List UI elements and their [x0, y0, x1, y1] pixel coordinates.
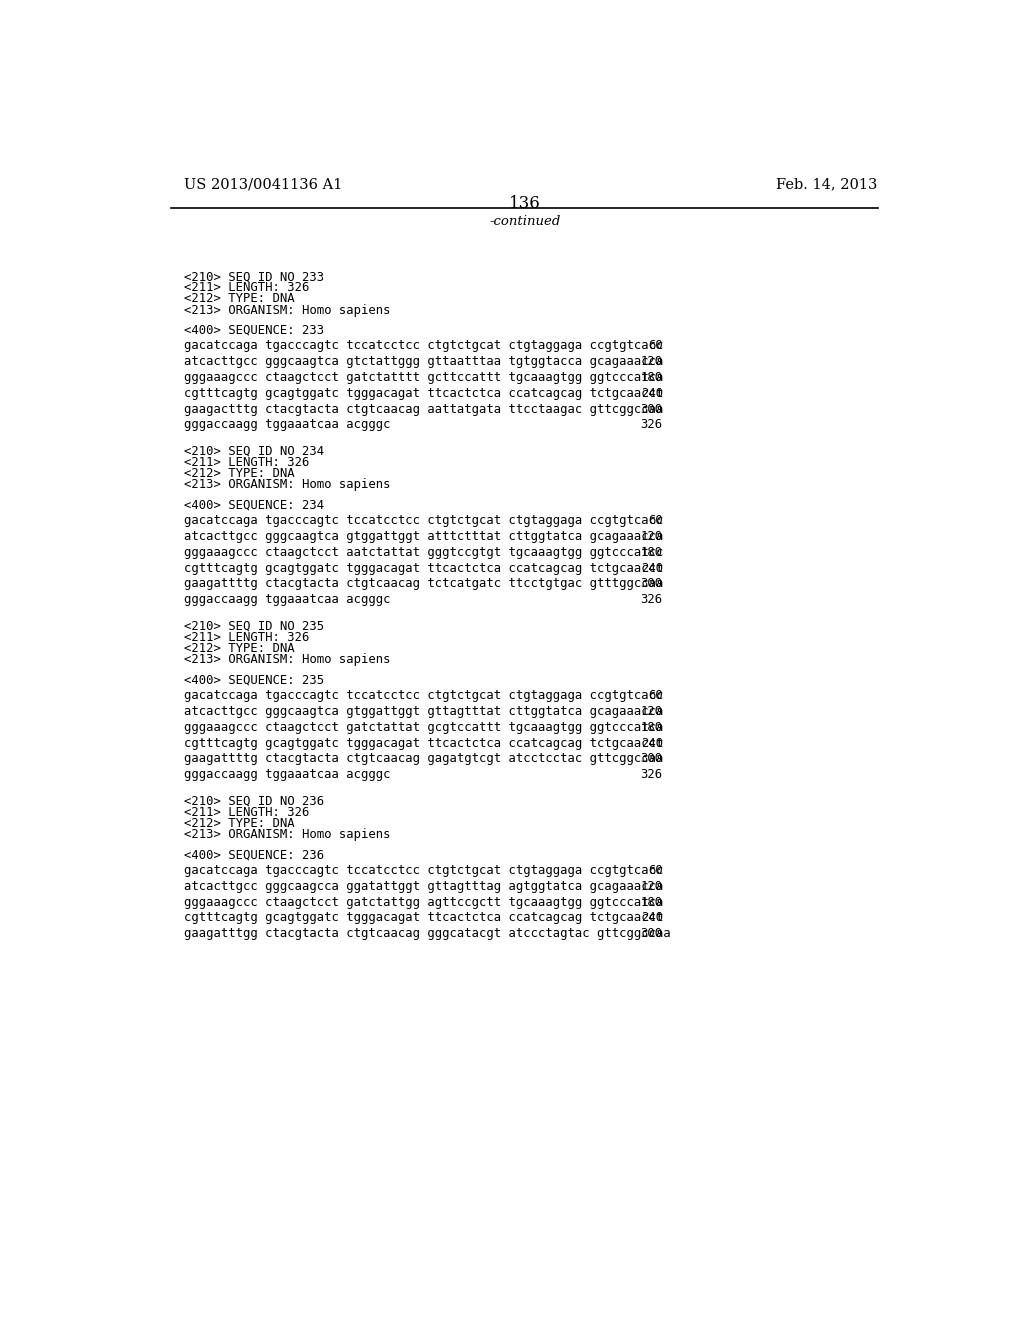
Text: <213> ORGANISM: Homo sapiens: <213> ORGANISM: Homo sapiens	[183, 304, 390, 317]
Text: gacatccaga tgacccagtc tccatcctcc ctgtctgcat ctgtaggaga ccgtgtcacc: gacatccaga tgacccagtc tccatcctcc ctgtctg…	[183, 865, 664, 876]
Text: <213> ORGANISM: Homo sapiens: <213> ORGANISM: Homo sapiens	[183, 478, 390, 491]
Text: gaagattttg ctacgtacta ctgtcaacag tctcatgatc ttcctgtgac gtttggccaa: gaagattttg ctacgtacta ctgtcaacag tctcatg…	[183, 577, 664, 590]
Text: 120: 120	[641, 880, 663, 892]
Text: cgtttcagtg gcagtggatc tgggacagat ttcactctca ccatcagcag tctgcaacct: cgtttcagtg gcagtggatc tgggacagat ttcactc…	[183, 561, 664, 574]
Text: <212> TYPE: DNA: <212> TYPE: DNA	[183, 293, 295, 305]
Text: 120: 120	[641, 531, 663, 543]
Text: <212> TYPE: DNA: <212> TYPE: DNA	[183, 467, 295, 480]
Text: 326: 326	[641, 593, 663, 606]
Text: <400> SEQUENCE: 236: <400> SEQUENCE: 236	[183, 849, 324, 861]
Text: 180: 180	[641, 721, 663, 734]
Text: atcacttgcc gggcaagcca ggatattggt gttagtttag agtggtatca gcagaaacca: atcacttgcc gggcaagcca ggatattggt gttagtt…	[183, 880, 664, 892]
Text: <210> SEQ ID NO 234: <210> SEQ ID NO 234	[183, 445, 324, 458]
Text: 136: 136	[509, 195, 541, 213]
Text: <210> SEQ ID NO 236: <210> SEQ ID NO 236	[183, 795, 324, 808]
Text: gacatccaga tgacccagtc tccatcctcc ctgtctgcat ctgtaggaga ccgtgtcacc: gacatccaga tgacccagtc tccatcctcc ctgtctg…	[183, 515, 664, 527]
Text: 300: 300	[641, 403, 663, 416]
Text: <211> LENGTH: 326: <211> LENGTH: 326	[183, 281, 309, 294]
Text: gggaaagccc ctaagctcct aatctattat gggtccgtgt tgcaaagtgg ggtcccatcc: gggaaagccc ctaagctcct aatctattat gggtccg…	[183, 546, 664, 558]
Text: <210> SEQ ID NO 233: <210> SEQ ID NO 233	[183, 271, 324, 282]
Text: gggaccaagg tggaaatcaa acgggc: gggaccaagg tggaaatcaa acgggc	[183, 768, 390, 781]
Text: -continued: -continued	[489, 215, 560, 228]
Text: gggaccaagg tggaaatcaa acgggc: gggaccaagg tggaaatcaa acgggc	[183, 593, 390, 606]
Text: <400> SEQUENCE: 235: <400> SEQUENCE: 235	[183, 673, 324, 686]
Text: gaagactttg ctacgtacta ctgtcaacag aattatgata ttcctaagac gttcggccaa: gaagactttg ctacgtacta ctgtcaacag aattatg…	[183, 403, 664, 416]
Text: 300: 300	[641, 577, 663, 590]
Text: <211> LENGTH: 326: <211> LENGTH: 326	[183, 457, 309, 469]
Text: US 2013/0041136 A1: US 2013/0041136 A1	[183, 178, 342, 191]
Text: <400> SEQUENCE: 233: <400> SEQUENCE: 233	[183, 323, 324, 337]
Text: atcacttgcc gggcaagtca gtctattggg gttaatttaa tgtggtacca gcagaaacca: atcacttgcc gggcaagtca gtctattggg gttaatt…	[183, 355, 664, 368]
Text: gaagatttgg ctacgtacta ctgtcaacag gggcatacgt atccctagtac gttcggccaa: gaagatttgg ctacgtacta ctgtcaacag gggcata…	[183, 927, 671, 940]
Text: 180: 180	[641, 371, 663, 384]
Text: <211> LENGTH: 326: <211> LENGTH: 326	[183, 805, 309, 818]
Text: gggaaagccc ctaagctcct gatctattgg agttccgctt tgcaaagtgg ggtcccatca: gggaaagccc ctaagctcct gatctattgg agttccg…	[183, 895, 664, 908]
Text: 240: 240	[641, 561, 663, 574]
Text: 240: 240	[641, 737, 663, 750]
Text: 240: 240	[641, 387, 663, 400]
Text: <400> SEQUENCE: 234: <400> SEQUENCE: 234	[183, 499, 324, 512]
Text: 326: 326	[641, 768, 663, 781]
Text: <211> LENGTH: 326: <211> LENGTH: 326	[183, 631, 309, 644]
Text: gaagattttg ctacgtacta ctgtcaacag gagatgtcgt atcctcctac gttcggccaa: gaagattttg ctacgtacta ctgtcaacag gagatgt…	[183, 752, 664, 766]
Text: 180: 180	[641, 546, 663, 558]
Text: gacatccaga tgacccagtc tccatcctcc ctgtctgcat ctgtaggaga ccgtgtcacc: gacatccaga tgacccagtc tccatcctcc ctgtctg…	[183, 339, 664, 352]
Text: 300: 300	[641, 752, 663, 766]
Text: gggaaagccc ctaagctcct gatctattat gcgtccattt tgcaaagtgg ggtcccatca: gggaaagccc ctaagctcct gatctattat gcgtcca…	[183, 721, 664, 734]
Text: 60: 60	[648, 689, 663, 702]
Text: 326: 326	[641, 418, 663, 432]
Text: 180: 180	[641, 895, 663, 908]
Text: Feb. 14, 2013: Feb. 14, 2013	[776, 178, 878, 191]
Text: 120: 120	[641, 355, 663, 368]
Text: 60: 60	[648, 515, 663, 527]
Text: cgtttcagtg gcagtggatc tgggacagat ttcactctca ccatcagcag tctgcaacct: cgtttcagtg gcagtggatc tgggacagat ttcactc…	[183, 737, 664, 750]
Text: 120: 120	[641, 705, 663, 718]
Text: 240: 240	[641, 911, 663, 924]
Text: <212> TYPE: DNA: <212> TYPE: DNA	[183, 642, 295, 655]
Text: <212> TYPE: DNA: <212> TYPE: DNA	[183, 817, 295, 830]
Text: 60: 60	[648, 339, 663, 352]
Text: atcacttgcc gggcaagtca gtggattggt atttctttat cttggtatca gcagaaacca: atcacttgcc gggcaagtca gtggattggt atttctt…	[183, 531, 664, 543]
Text: gacatccaga tgacccagtc tccatcctcc ctgtctgcat ctgtaggaga ccgtgtcacc: gacatccaga tgacccagtc tccatcctcc ctgtctg…	[183, 689, 664, 702]
Text: 60: 60	[648, 865, 663, 876]
Text: <210> SEQ ID NO 235: <210> SEQ ID NO 235	[183, 620, 324, 632]
Text: <213> ORGANISM: Homo sapiens: <213> ORGANISM: Homo sapiens	[183, 828, 390, 841]
Text: cgtttcagtg gcagtggatc tgggacagat ttcactctca ccatcagcag tctgcaacct: cgtttcagtg gcagtggatc tgggacagat ttcactc…	[183, 911, 664, 924]
Text: gggaaagccc ctaagctcct gatctatttt gcttccattt tgcaaagtgg ggtcccatca: gggaaagccc ctaagctcct gatctatttt gcttcca…	[183, 371, 664, 384]
Text: cgtttcagtg gcagtggatc tgggacagat ttcactctca ccatcagcag tctgcaacct: cgtttcagtg gcagtggatc tgggacagat ttcactc…	[183, 387, 664, 400]
Text: <213> ORGANISM: Homo sapiens: <213> ORGANISM: Homo sapiens	[183, 653, 390, 667]
Text: gggaccaagg tggaaatcaa acgggc: gggaccaagg tggaaatcaa acgggc	[183, 418, 390, 432]
Text: atcacttgcc gggcaagtca gtggattggt gttagtttat cttggtatca gcagaaacca: atcacttgcc gggcaagtca gtggattggt gttagtt…	[183, 705, 664, 718]
Text: 300: 300	[641, 927, 663, 940]
